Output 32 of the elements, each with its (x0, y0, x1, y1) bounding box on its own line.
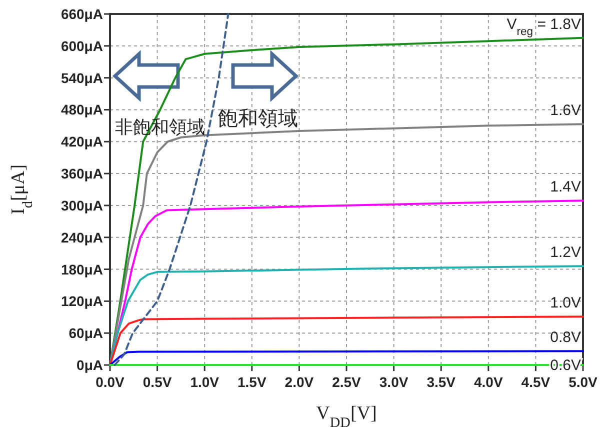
y-tick-label: 0μA (76, 357, 103, 373)
y-tick-label: 240μA (60, 229, 103, 246)
x-tick-label: 3.5V (426, 374, 456, 390)
series-label: 1.6V (550, 102, 581, 120)
annotation: 飽和領域 (218, 108, 298, 130)
series-label: V$_{reg}$ = 1.8V (506, 16, 581, 38)
x-tick-label: 4.5V (521, 374, 551, 390)
x-tick-label: 2.5V (332, 374, 362, 390)
y-tick-label: 660μA (60, 6, 103, 22)
series-label: 1.0V (550, 294, 581, 312)
x-tick-label: 3.0V (379, 374, 409, 390)
x-tick-label: 2.0V (284, 374, 314, 390)
annotation: 非飽和領域 (115, 117, 205, 137)
x-tick-label: 1.5V (237, 374, 267, 390)
y-tick-label: 60μA (68, 325, 103, 342)
x-tick-label: 0.5V (142, 374, 172, 390)
series-label: 1.4V (550, 178, 581, 196)
x-tick-label: 1.0V (190, 374, 220, 390)
x-tick-label: 4.0V (474, 374, 504, 390)
y-tick-label: 480μA (60, 102, 103, 118)
y-tick-label: 600μA (60, 38, 103, 54)
y-tick-label: 180μA (60, 261, 103, 278)
y-tick-label: 120μA (60, 293, 103, 310)
y-tick-label: 420μA (60, 134, 103, 150)
series-label: 0.8V (550, 329, 581, 346)
x-tick-label: 5.0V (568, 374, 598, 390)
x-tick-label: 0.0V (96, 374, 126, 390)
y-tick-label: 360μA (60, 166, 103, 182)
y-tick-label: 300μA (60, 197, 103, 214)
series-label: 1.2V (550, 244, 581, 262)
x-axis-title: V$_{DD}$[V] (316, 403, 377, 427)
y-tick-label: 540μA (60, 70, 103, 86)
